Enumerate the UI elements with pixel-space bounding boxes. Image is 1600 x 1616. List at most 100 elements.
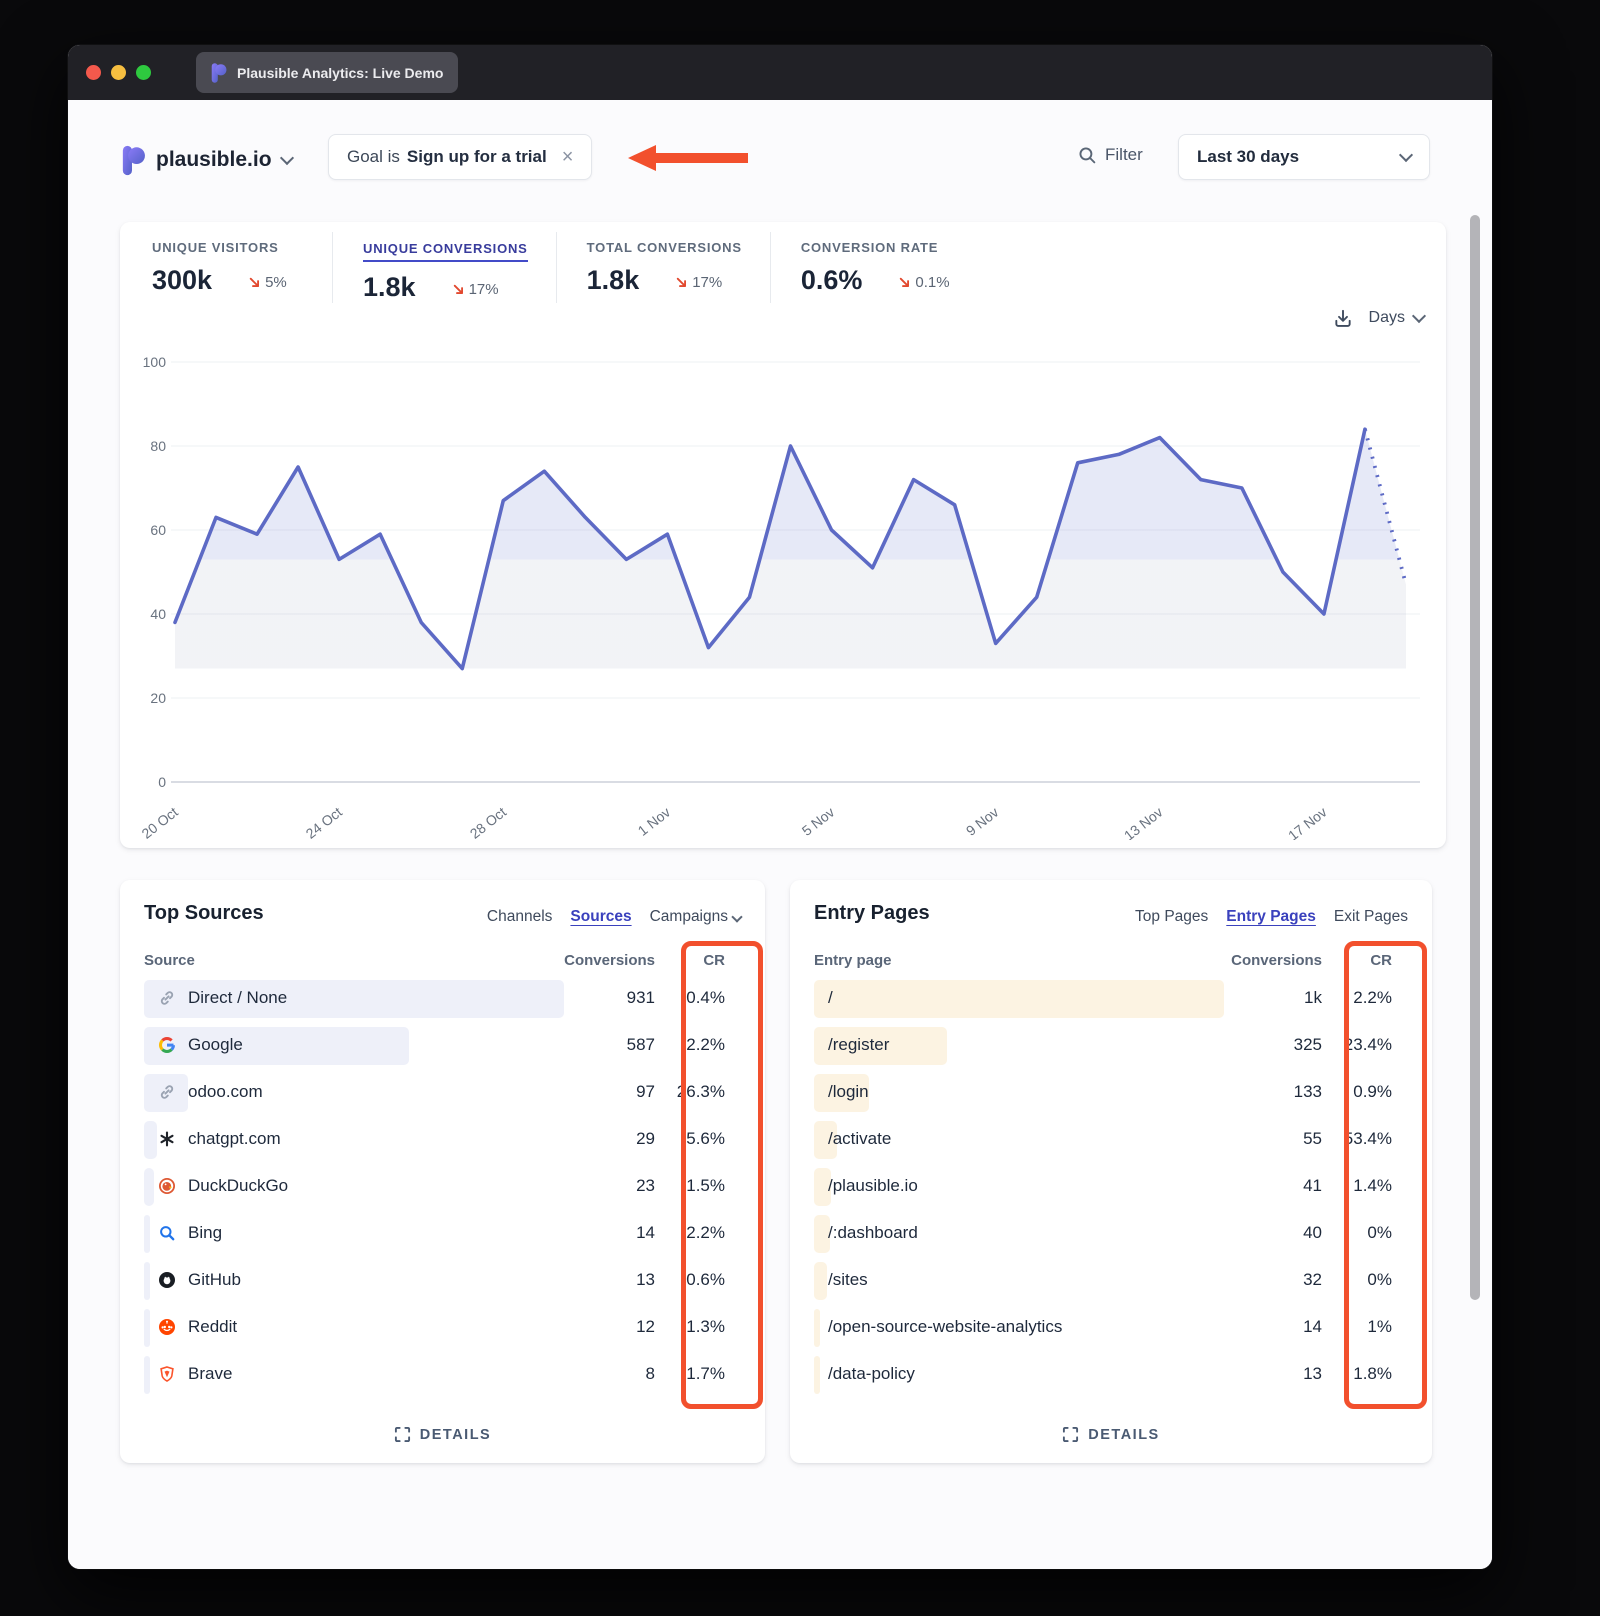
conversions-value: 325 — [1293, 1035, 1322, 1054]
source-row[interactable]: Google 587 2.2% — [144, 1027, 743, 1074]
column-conversions: Conversions — [564, 952, 655, 969]
window-titlebar: Plausible Analytics: Live Demo — [68, 45, 1492, 100]
panel-title: Entry Pages — [814, 902, 930, 924]
svg-text:0: 0 — [158, 774, 166, 790]
arrow-down-right-icon — [249, 277, 260, 287]
conversions-value: 14 — [1303, 1317, 1322, 1336]
download-icon[interactable] — [1333, 308, 1353, 328]
metric-total-conversions[interactable]: TOTAL CONVERSIONS 1.8k 17% — [555, 232, 770, 303]
goal-filter-chip[interactable]: Goal is Sign up for a trial × — [328, 134, 593, 180]
row-label: /sites — [828, 1270, 868, 1289]
chevron-down-icon — [731, 911, 743, 923]
value-bar — [144, 1356, 150, 1394]
source-row[interactable]: GitHub 13 0.6% — [144, 1262, 743, 1309]
browser-tab[interactable]: Plausible Analytics: Live Demo — [196, 52, 458, 93]
entry-pages-details-button[interactable]: DETAILS — [790, 1426, 1432, 1443]
conversions-value: 13 — [1303, 1364, 1322, 1383]
expand-icon — [394, 1426, 410, 1443]
close-window-button[interactable] — [86, 65, 101, 80]
source-row[interactable]: Bing 14 2.2% — [144, 1215, 743, 1262]
entry-page-row[interactable]: /:dashboard 40 0% — [814, 1215, 1410, 1262]
zoom-window-button[interactable] — [136, 65, 151, 80]
remove-filter-icon[interactable]: × — [561, 146, 574, 168]
row-label: DuckDuckGo — [158, 1176, 288, 1196]
sources-tab-campaigns[interactable]: Campaigns — [650, 908, 743, 926]
source-row[interactable]: DuckDuckGo 23 1.5% — [144, 1168, 743, 1215]
cr-value: 1.3% — [686, 1317, 725, 1336]
entry-page-row[interactable]: /sites 32 0% — [814, 1262, 1410, 1309]
bing-icon — [158, 1224, 176, 1242]
conversions-value: 40 — [1303, 1223, 1322, 1242]
entry-page-row[interactable]: /data-policy 13 1.8% — [814, 1356, 1410, 1403]
row-label: Google — [158, 1035, 243, 1055]
row-label: /plausible.io — [828, 1176, 918, 1195]
goal-filter-prefix: Goal is — [347, 147, 400, 166]
plausible-logo-icon — [211, 62, 227, 83]
row-label: /activate — [828, 1129, 892, 1148]
pages-tab-top-pages[interactable]: Top Pages — [1135, 908, 1209, 925]
sources-details-button[interactable]: DETAILS — [120, 1426, 765, 1443]
source-row[interactable]: chatgpt.com 29 5.6% — [144, 1121, 743, 1168]
entry-pages-rows: / 1k 2.2% /register 325 23.4% /login 133 0.9% /ac… — [814, 980, 1410, 1403]
metric-change: 17% — [692, 274, 723, 291]
conversions-value: 8 — [645, 1364, 655, 1383]
entry-page-row[interactable]: /plausible.io 41 1.4% — [814, 1168, 1410, 1215]
reddit-icon — [158, 1318, 176, 1336]
date-range-picker[interactable]: Last 30 days — [1178, 134, 1430, 180]
cr-value: 0.9% — [1353, 1082, 1392, 1101]
github-icon — [158, 1271, 176, 1289]
column-entry-page: Entry page — [814, 952, 892, 969]
metric-value: 0.6% — [800, 265, 863, 295]
value-bar — [814, 1121, 837, 1159]
sources-tab-sources[interactable]: Sources — [570, 908, 632, 925]
entry-page-row[interactable]: /open-source-website-analytics 14 1% — [814, 1309, 1410, 1356]
metric-unique-conversions[interactable]: UNIQUE CONVERSIONS 1.8k 17% — [332, 232, 556, 303]
google-icon — [158, 1036, 176, 1054]
conversions-value: 32 — [1303, 1270, 1322, 1289]
metric-unique-visitors[interactable]: UNIQUE VISITORS 300k 5% — [120, 232, 332, 303]
pages-tab-entry-pages[interactable]: Entry Pages — [1226, 908, 1316, 925]
arrow-down-right-icon — [453, 284, 463, 294]
tab-title: Plausible Analytics: Live Demo — [237, 64, 444, 81]
chatgpt-icon — [158, 1130, 176, 1148]
value-bar — [814, 1027, 948, 1065]
arrow-down-right-icon — [677, 277, 687, 287]
entry-page-row[interactable]: /activate 55 53.4% — [814, 1121, 1410, 1168]
source-row[interactable]: Brave 8 1.7% — [144, 1356, 743, 1403]
metric-value: 1.8k — [363, 272, 416, 302]
cr-value: 1.4% — [1353, 1176, 1392, 1195]
row-label: odoo.com — [158, 1082, 263, 1102]
conversions-value: 14 — [636, 1223, 655, 1242]
sources-tab-channels[interactable]: Channels — [486, 908, 553, 925]
svg-text:20: 20 — [150, 690, 166, 706]
source-row[interactable]: Direct / None 931 0.4% — [144, 980, 743, 1027]
interval-dropdown[interactable]: Days — [1369, 308, 1427, 327]
chevron-down-icon — [1398, 147, 1414, 163]
panel-title: Top Sources — [144, 902, 264, 924]
metric-value: 1.8k — [586, 265, 640, 295]
metric-conversion-rate[interactable]: CONVERSION RATE 0.6% 0.1% — [769, 232, 978, 303]
entry-page-row[interactable]: /login 133 0.9% — [814, 1074, 1410, 1121]
conversions-value: 12 — [636, 1317, 655, 1336]
source-row[interactable]: odoo.com 97 26.3% — [144, 1074, 743, 1121]
site-selector[interactable]: plausible.io — [120, 138, 294, 182]
entry-page-row[interactable]: /register 325 23.4% — [814, 1027, 1410, 1074]
filter-button[interactable]: Filter — [1078, 145, 1143, 165]
metric-label: TOTAL CONVERSIONS — [586, 240, 742, 255]
source-row[interactable]: Reddit 12 1.3% — [144, 1309, 743, 1356]
cr-value: 2.2% — [1353, 988, 1392, 1007]
svg-text:13 Nov: 13 Nov — [1121, 804, 1166, 840]
value-bar — [144, 980, 564, 1018]
column-cr: CR — [703, 952, 725, 969]
duckduckgo-icon — [158, 1177, 176, 1195]
sources-tab-strip: Channels Sources Campaigns — [486, 908, 743, 926]
row-label: /data-policy — [828, 1364, 915, 1383]
top-stats: UNIQUE VISITORS 300k 5% UNIQUE CONVERSIO… — [120, 222, 1446, 303]
page-scrollbar[interactable] — [1470, 215, 1480, 1300]
svg-text:40: 40 — [150, 606, 166, 622]
pages-tab-exit-pages[interactable]: Exit Pages — [1333, 908, 1408, 925]
row-label: Bing — [158, 1223, 222, 1243]
minimize-window-button[interactable] — [111, 65, 126, 80]
column-conversions: Conversions — [1231, 952, 1322, 969]
entry-page-row[interactable]: / 1k 2.2% — [814, 980, 1410, 1027]
